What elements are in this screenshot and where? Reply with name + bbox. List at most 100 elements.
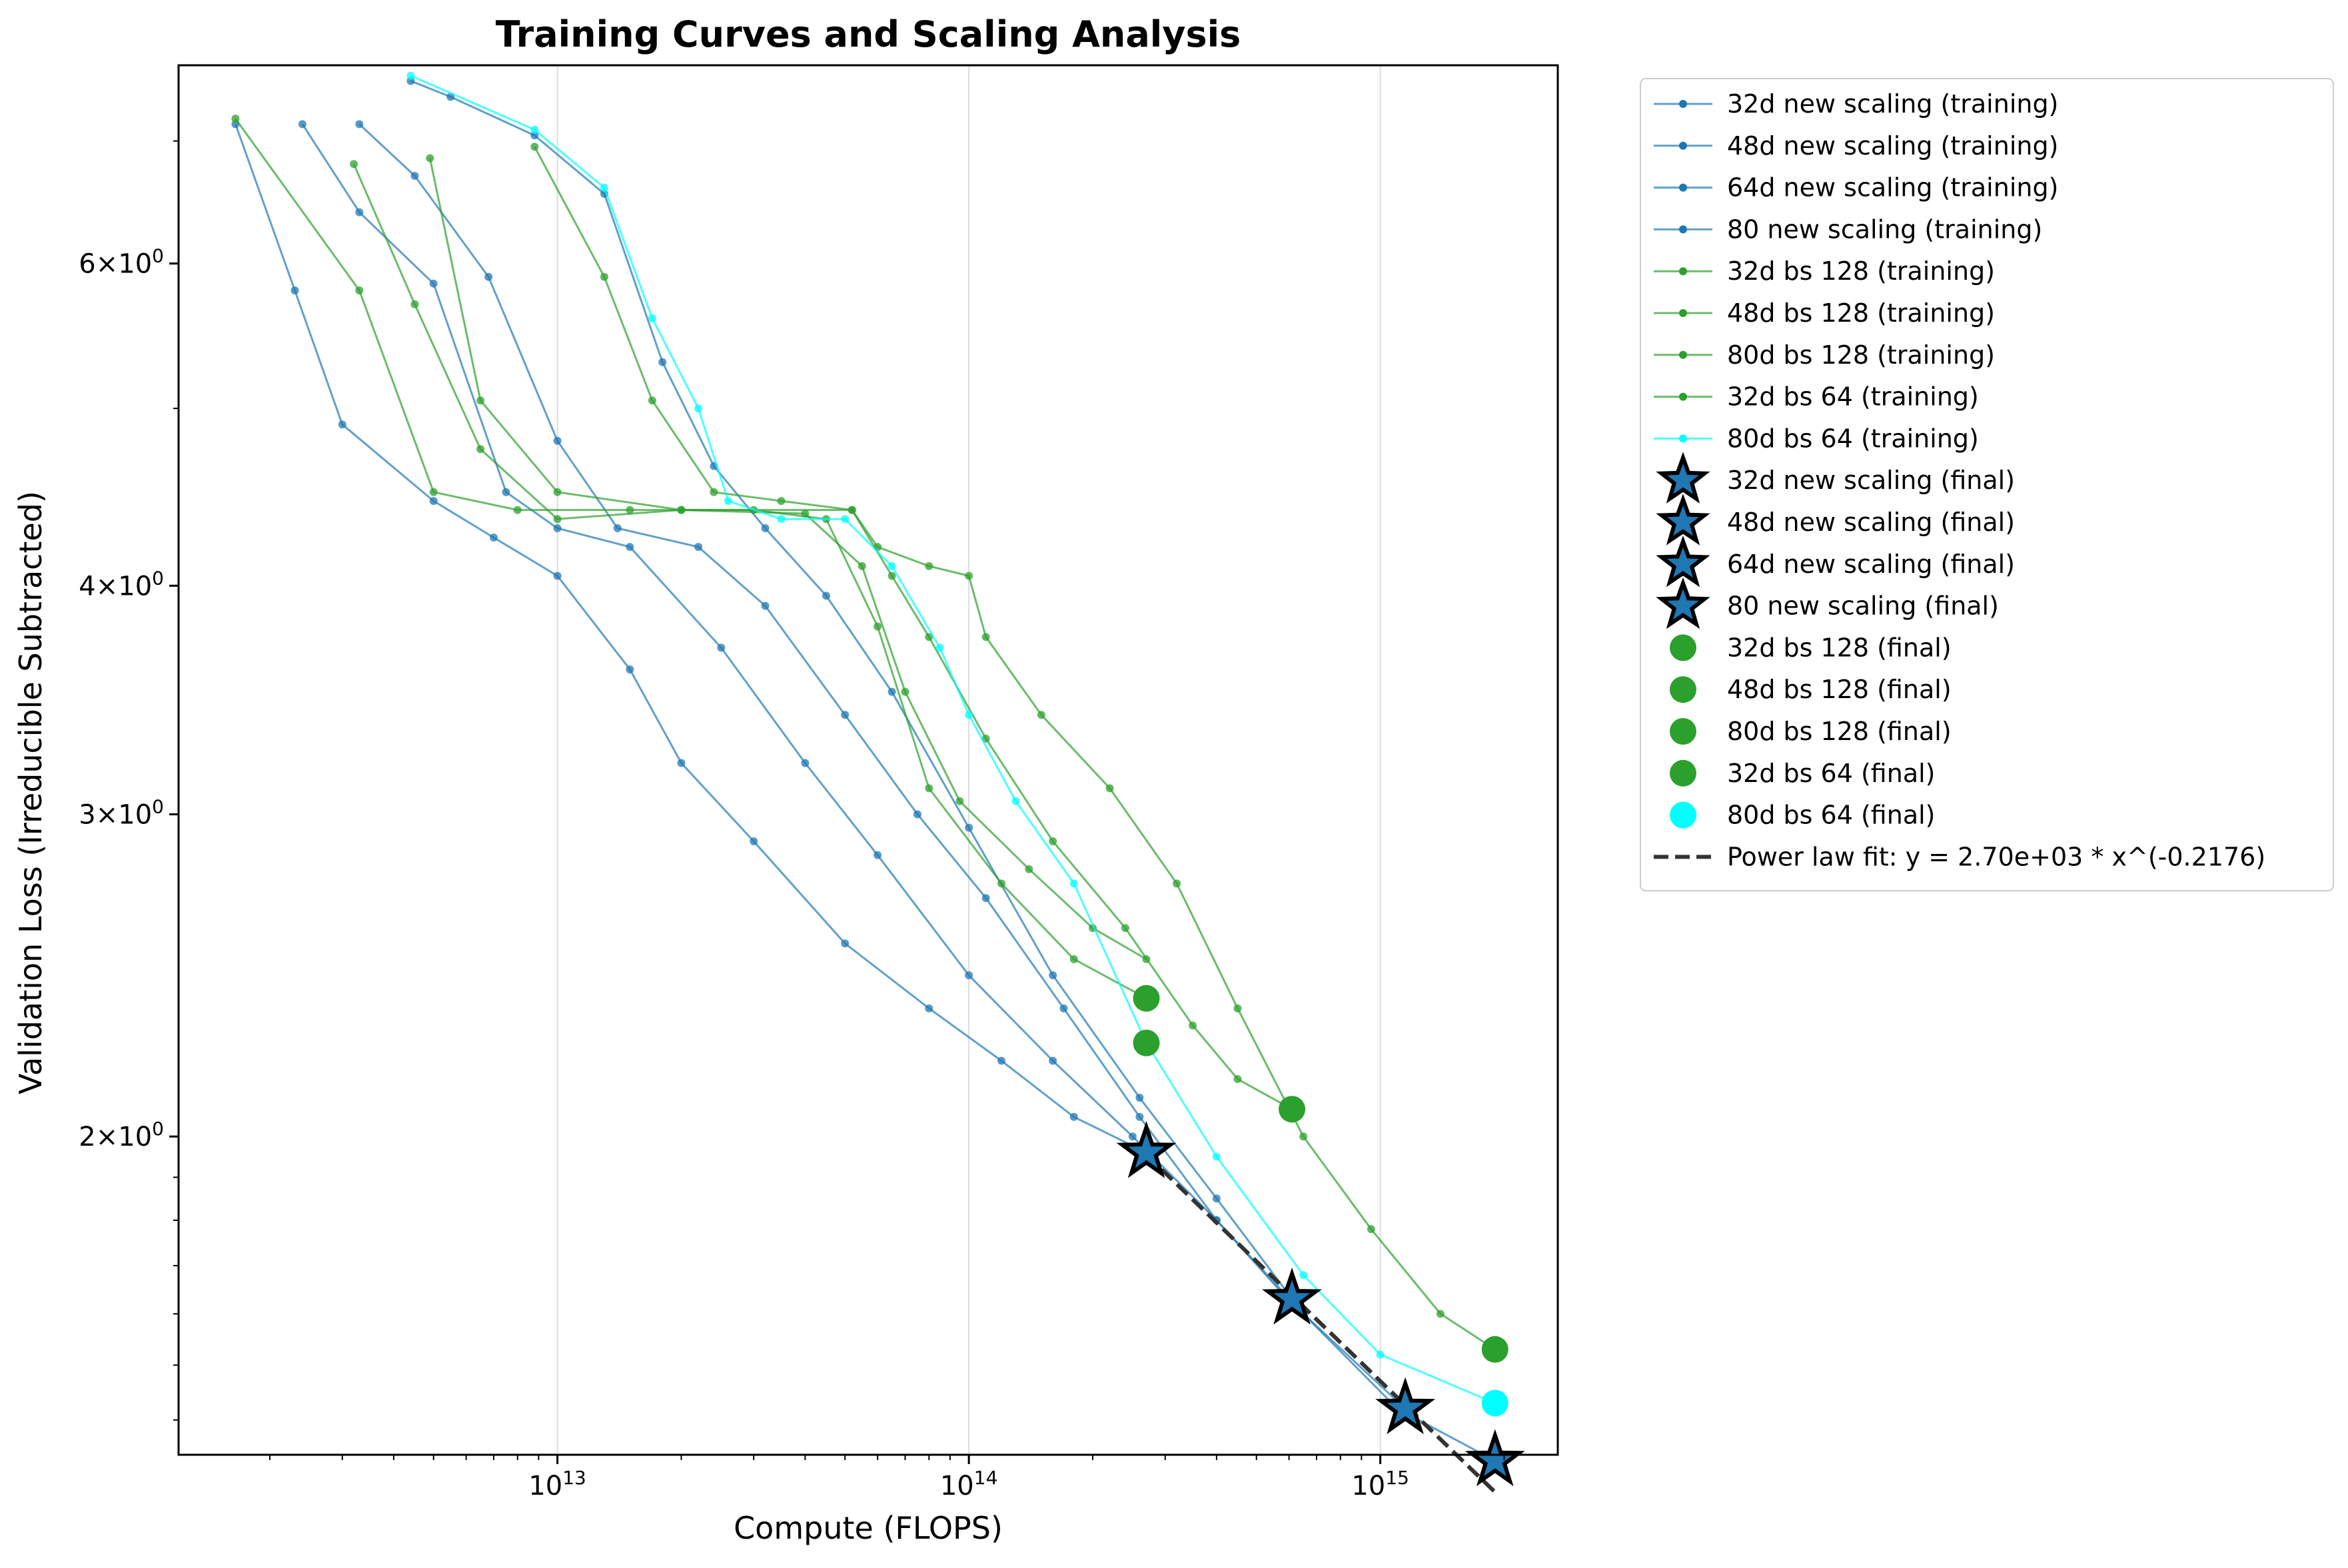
series-point — [981, 894, 990, 903]
series-point — [410, 300, 419, 308]
series-64d-new-scaling-training- — [355, 120, 1410, 1413]
series-point — [677, 506, 686, 514]
series-point — [901, 687, 909, 696]
series-point — [489, 533, 498, 542]
series-point — [750, 837, 758, 845]
series-32d-new-scaling-training- — [231, 120, 1151, 1157]
series-line — [410, 80, 1496, 1462]
series-point — [777, 497, 786, 506]
legend: 32d new scaling (training) 48d new scalin… — [1640, 78, 2334, 892]
series-point — [925, 633, 933, 641]
legend-box — [1640, 78, 2334, 892]
legend-entry: 32d new scaling (training) — [1654, 89, 2058, 119]
legend-circle-handle — [1670, 718, 1696, 745]
series-point — [484, 272, 493, 281]
legend-entry: 32d bs 64 (training) — [1654, 382, 1979, 412]
series-point — [822, 591, 830, 600]
series-point — [1135, 1094, 1144, 1102]
legend-point-handle — [1679, 309, 1687, 317]
legend-point-handle — [1679, 350, 1687, 359]
legend-entry: 80 new scaling (training) — [1654, 214, 2042, 244]
legend-point-handle — [1679, 392, 1687, 401]
legend-entry: 64d new scaling (final) — [1656, 535, 2015, 588]
legend-point-handle — [1679, 100, 1687, 108]
series-point — [553, 488, 562, 496]
legend-circle-handle — [1670, 801, 1696, 829]
legend-label: 32d bs 64 (training) — [1727, 382, 1979, 412]
series-point — [841, 711, 850, 719]
series-point — [925, 784, 933, 793]
series-point — [502, 488, 510, 496]
series-point — [1025, 865, 1033, 873]
chart-title: Training Curves and Scaling Analysis — [496, 13, 1241, 55]
series-point — [981, 633, 990, 641]
legend-label: 32d bs 128 (final) — [1727, 633, 1952, 662]
legend-star-handle — [1656, 494, 1710, 546]
series-point — [887, 572, 896, 580]
legend-point-handle — [1679, 225, 1687, 234]
series-point — [841, 515, 850, 524]
series-point — [887, 687, 896, 696]
series-point — [1436, 1310, 1445, 1318]
series-point — [848, 506, 856, 514]
series-point — [600, 272, 608, 281]
series-point — [1049, 971, 1057, 980]
legend-entry: 64d new scaling (training) — [1654, 173, 2058, 202]
legend-label: 64d new scaling (training) — [1727, 173, 2058, 202]
series-point — [476, 445, 485, 454]
series-point — [1367, 1225, 1375, 1234]
legend-entry: 48d bs 128 (final) — [1670, 675, 1952, 704]
series-point — [925, 562, 933, 570]
legend-label: 64d new scaling (final) — [1727, 550, 2015, 579]
legend-entry: 32d new scaling (final) — [1656, 452, 2015, 504]
series-point — [355, 208, 364, 216]
series-80d-bs-64-training- — [406, 71, 1499, 1407]
series-point — [1059, 1004, 1068, 1012]
series-48d-bs-128-training- — [350, 160, 1151, 964]
series-line — [358, 123, 1407, 1409]
series-line — [235, 118, 1147, 1000]
legend-entry: 32d bs 128 (training) — [1654, 256, 1995, 286]
series-point — [1173, 879, 1181, 888]
legend-point-handle — [1679, 141, 1687, 150]
series-point — [648, 314, 656, 322]
y-tick-label: 2×100 — [79, 1118, 164, 1152]
legend-label: 32d new scaling (training) — [1727, 89, 2058, 119]
legend-circle-handle — [1670, 676, 1696, 703]
series-point — [925, 1004, 933, 1012]
series-point — [887, 562, 896, 570]
legend-entry: 80d bs 64 (training) — [1654, 424, 1979, 453]
x-tick-label: 1015 — [1351, 1467, 1409, 1501]
series-point — [997, 1056, 1006, 1065]
final-marker-48d-bs-128-final- — [1133, 1029, 1160, 1056]
series-point — [724, 497, 732, 506]
series-line — [410, 75, 1496, 1404]
legend-circle-handle — [1670, 759, 1696, 787]
series-point — [841, 939, 850, 948]
series-point — [965, 572, 973, 580]
final-marker-80-new-scaling-final- — [1465, 1429, 1525, 1487]
legend-label: 80 new scaling (training) — [1727, 214, 2042, 244]
series-point — [1128, 1132, 1137, 1141]
legend-label: 48d new scaling (final) — [1727, 508, 2015, 537]
y-tick-label: 3×100 — [79, 796, 164, 831]
series-point — [1212, 1152, 1221, 1161]
y-tick-label: 6×100 — [79, 245, 164, 280]
legend-star-handle — [1656, 452, 1710, 504]
legend-point-handle — [1679, 267, 1687, 276]
series-point — [874, 851, 882, 859]
series-point — [553, 572, 562, 580]
series-32d-bs-128-training- — [231, 115, 1151, 1002]
series-point — [1069, 1112, 1078, 1121]
series-point — [406, 71, 415, 80]
series-point — [626, 506, 634, 514]
series-80-new-scaling-training- — [406, 77, 1499, 1465]
series-point — [231, 115, 240, 123]
series-point — [626, 665, 634, 674]
legend-entry: 48d new scaling (training) — [1654, 131, 2058, 161]
legend-entry: 80d bs 64 (final) — [1670, 801, 1936, 830]
legend-label: 80d bs 128 (training) — [1727, 340, 1995, 370]
series-point — [350, 160, 358, 169]
series-48d-new-scaling-training- — [298, 120, 1297, 1308]
